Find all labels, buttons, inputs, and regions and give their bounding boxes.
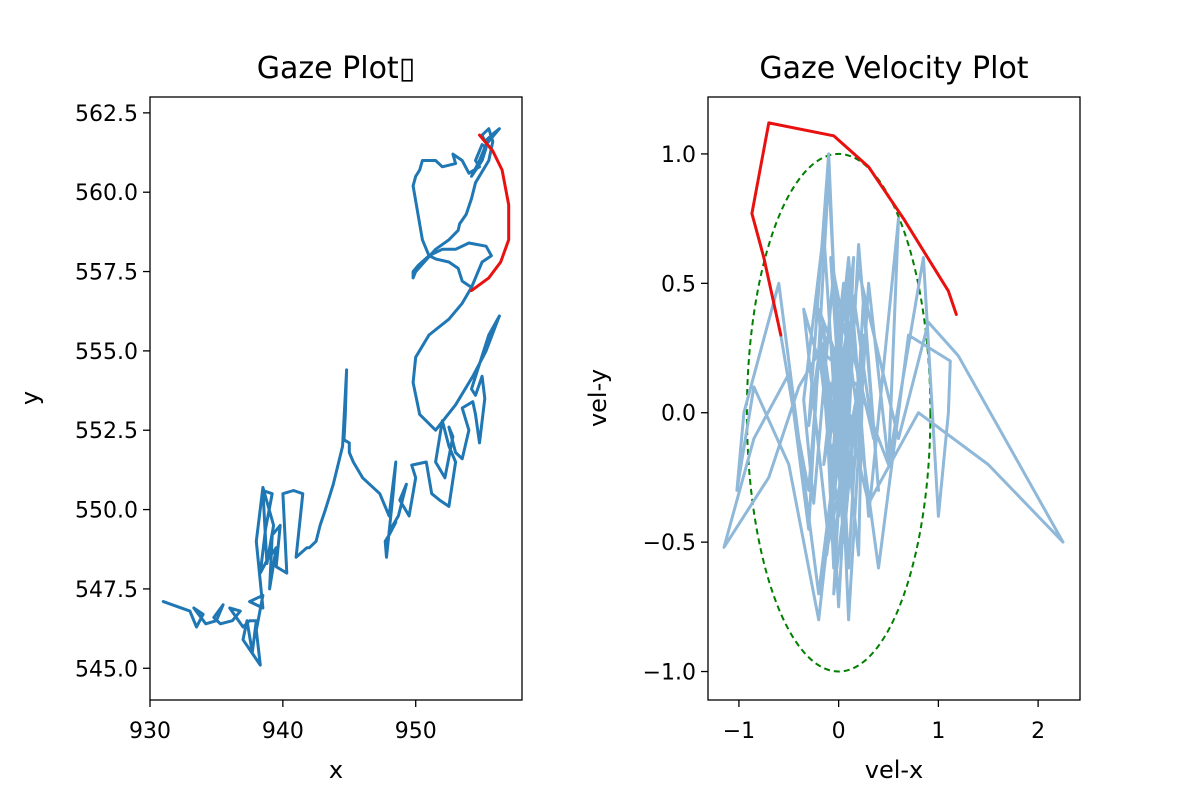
gaze-velocity-xtick-label: 2	[1031, 719, 1045, 744]
gaze-plot-frame	[149, 96, 523, 701]
gaze-velocity-xtick-label: 0	[832, 719, 846, 744]
gaze-ytick-label: 560.0	[75, 181, 138, 206]
gaze-velocity-plot-title: Gaze Velocity Plot	[759, 51, 1028, 86]
gaze-velocity-ellipse	[745, 152, 932, 673]
gaze-velocity-xtick-label: −1	[723, 719, 755, 744]
gaze-velocity-ytick-label: −0.5	[643, 531, 696, 556]
gaze-plot-yticks: 545.0 547.5 550.0 552.5 555.0 557.5 560.0 562.5	[75, 102, 150, 682]
gaze-ytick-label: 562.5	[75, 102, 138, 127]
gaze-ytick-label: 550.0	[75, 499, 138, 524]
gaze-velocity-ytick-label: −1.0	[643, 661, 696, 686]
gaze-series-line-2	[470, 133, 511, 293]
gaze-velocity-plot-ylabel: vel-y	[584, 369, 612, 427]
gaze-plot-xticks: 930 940 950	[129, 700, 437, 744]
gaze-velocity-ytick-label: 0.5	[661, 272, 696, 297]
gaze-xtick-label: 940	[262, 719, 304, 744]
gaze-velocity-xticks: −1 0 1 2	[723, 700, 1045, 744]
gaze-velocity-xtick-label: 1	[931, 719, 945, 744]
gaze-series-line-0	[161, 285, 501, 667]
gaze-xtick-label: 930	[129, 719, 171, 744]
gaze-plot-ylabel: y	[16, 391, 44, 405]
gaze-ytick-label: 552.5	[75, 419, 138, 444]
gaze-plot-series-group	[161, 127, 511, 667]
gaze-plot-xlabel: x	[329, 756, 343, 784]
gaze-ytick-label: 557.5	[75, 261, 138, 286]
gaze-ytick-label: 547.5	[75, 578, 138, 603]
gaze-velocity-yticks: −1.0 −0.5 0.0 0.5 1.0	[643, 143, 708, 686]
gaze-velocity-plot-xlabel: vel-x	[865, 756, 924, 784]
gaze-series-line-1	[411, 127, 501, 289]
gaze-velocity-series-group	[722, 121, 1065, 673]
gaze-velocity-series-line-0	[722, 152, 1065, 622]
gaze-velocity-series-line-1	[750, 121, 958, 337]
gaze-ytick-label: 555.0	[75, 340, 138, 365]
gaze-velocity-ytick-label: 0.0	[661, 402, 696, 427]
gaze-plot-title: Gaze Plot▯	[257, 51, 415, 86]
gaze-xtick-label: 950	[395, 719, 437, 744]
gaze-velocity-plot-frame	[707, 96, 1081, 701]
gaze-velocity-ytick-label: 1.0	[661, 143, 696, 168]
gaze-plot: Gaze Plot▯ 930 940 950 545.0 547.5 550.0 552.…	[16, 51, 523, 784]
gaze-velocity-plot: Gaze Velocity Plot −1 0 1 2 −1.0 −0.5 0.0 0.5 1…	[584, 51, 1081, 784]
gaze-ytick-label: 545.0	[75, 657, 138, 682]
